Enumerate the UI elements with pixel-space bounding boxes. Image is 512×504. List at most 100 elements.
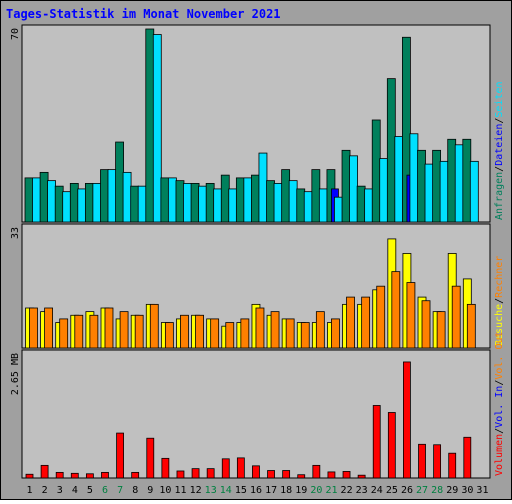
bar-seiten-10 [167,177,177,223]
bar-anfragen-8 [130,185,140,223]
x-tick-label-13: 13 [205,485,217,496]
bar-volumen-11 [176,470,185,479]
bar-seiten-28 [439,160,449,223]
bar-seiten-4 [77,188,87,223]
bar-seiten-19 [303,191,313,223]
bar-rechner-9 [149,303,159,349]
bar-anfragen-7 [115,141,124,223]
bar-seiten-14 [228,188,238,223]
bar-rechner-20 [315,311,325,349]
bar-anfragen-10 [160,177,170,223]
x-tick-label-9: 9 [147,485,153,496]
bar-seiten-22 [349,155,358,223]
x-tick-label-16: 16 [250,485,262,496]
bar-rechner-8 [134,314,144,349]
bar-anfragen-19 [296,188,306,223]
bar-seiten-1 [32,177,41,223]
bar-seiten-3 [62,191,72,223]
x-tick-label-3: 3 [57,485,63,496]
bar-volumen-25 [387,412,396,479]
bar-rechner-15 [240,318,250,349]
bar-rechner-2 [44,307,53,349]
bar-anfragen-29 [447,138,457,223]
bar-rechner-16 [255,307,265,349]
bar-anfragen-20 [311,169,321,223]
bar-volumen-26 [403,361,411,479]
bar-rechner-6 [104,307,114,349]
bar-volumen-4 [70,472,79,479]
bar-volumen-28 [433,444,442,479]
bar-rechner-29 [451,285,461,349]
x-tick-label-4: 4 [72,485,78,496]
bar-anfragen-26 [402,36,411,223]
bar-anfragen-9 [145,28,155,223]
bar-seiten-21 [334,196,343,223]
panel-top: 70 [10,24,491,223]
bar-seiten-15 [243,177,253,223]
bar-volumen-2 [40,464,49,479]
legend-entry: / [494,428,505,434]
x-tick-label-2: 2 [42,485,48,496]
bar-volumen-12 [191,468,200,479]
bar-anfragen-25 [386,78,396,223]
bar-seiten-27 [424,163,434,223]
ymax-label: 2.65 MB [10,353,21,395]
legend-top: Anfragen/Dateien/Seiten [494,81,505,220]
bar-anfragen-27 [417,149,426,223]
bar-rechner-11 [180,314,189,349]
x-tick-label-22: 22 [341,485,353,496]
bar-volumen-19 [297,474,306,479]
bar-seiten-2 [47,180,56,223]
bar-seiten-18 [288,180,298,223]
bar-seiten-29 [454,144,464,223]
legend-entry: Vol. In [494,386,505,428]
bar-volumen-22 [342,471,351,479]
bar-seiten-23 [364,188,374,223]
x-tick-label-29: 29 [446,485,458,496]
bar-seiten-13 [213,188,223,223]
x-tick-label-18: 18 [280,485,292,496]
bar-anfragen-14 [220,174,230,223]
x-tick-label-24: 24 [371,485,383,496]
x-tick-label-28: 28 [431,485,443,496]
legend-middle: Besuche/Rechner [494,256,505,346]
legend-entry: Anfragen [494,172,505,220]
x-tick-label-23: 23 [356,485,368,496]
bar-volumen-20 [312,464,321,479]
bar-rechner-17 [270,311,280,349]
ymax-label: 33 [10,227,21,239]
bar-anfragen-18 [281,169,291,223]
bar-anfragen-24 [371,119,381,223]
bar-anfragen-16 [251,174,260,223]
bar-rechner-4 [74,314,84,349]
bar-rechner-23 [361,296,371,349]
panel-bottom: 2.65 MB [10,349,491,479]
bar-seiten-8 [137,185,147,223]
bar-rechner-22 [346,296,355,349]
bar-volumen-5 [85,473,94,479]
bar-seiten-30 [469,160,479,223]
bar-anfragen-17 [266,180,275,223]
bar-anfragen-12 [190,182,200,223]
x-tick-label-27: 27 [416,485,428,496]
bar-seiten-24 [379,158,389,223]
legend-entry: / [494,118,505,124]
bar-rechner-19 [300,322,310,349]
bar-rechner-30 [466,303,476,349]
x-tick-label-14: 14 [220,485,232,496]
bar-volumen-13 [206,468,215,479]
legend-entry: / [494,298,505,304]
x-tick-label-1: 1 [27,485,33,496]
bar-rechner-1 [29,307,38,349]
legend-entry: / [494,380,505,386]
x-tick-label-15: 15 [235,485,247,496]
x-tick-label-20: 20 [310,485,322,496]
bar-seiten-5 [92,182,102,223]
bar-anfragen-13 [205,182,215,223]
x-tick-label-17: 17 [265,485,277,496]
chart-title: Tages-Statistik im Monat November 2021 [6,7,281,21]
x-tick-label-31: 31 [476,485,488,496]
bar-seiten-6 [107,169,117,223]
panel-middle: 33 [10,223,491,349]
bar-seiten-7 [122,171,132,223]
